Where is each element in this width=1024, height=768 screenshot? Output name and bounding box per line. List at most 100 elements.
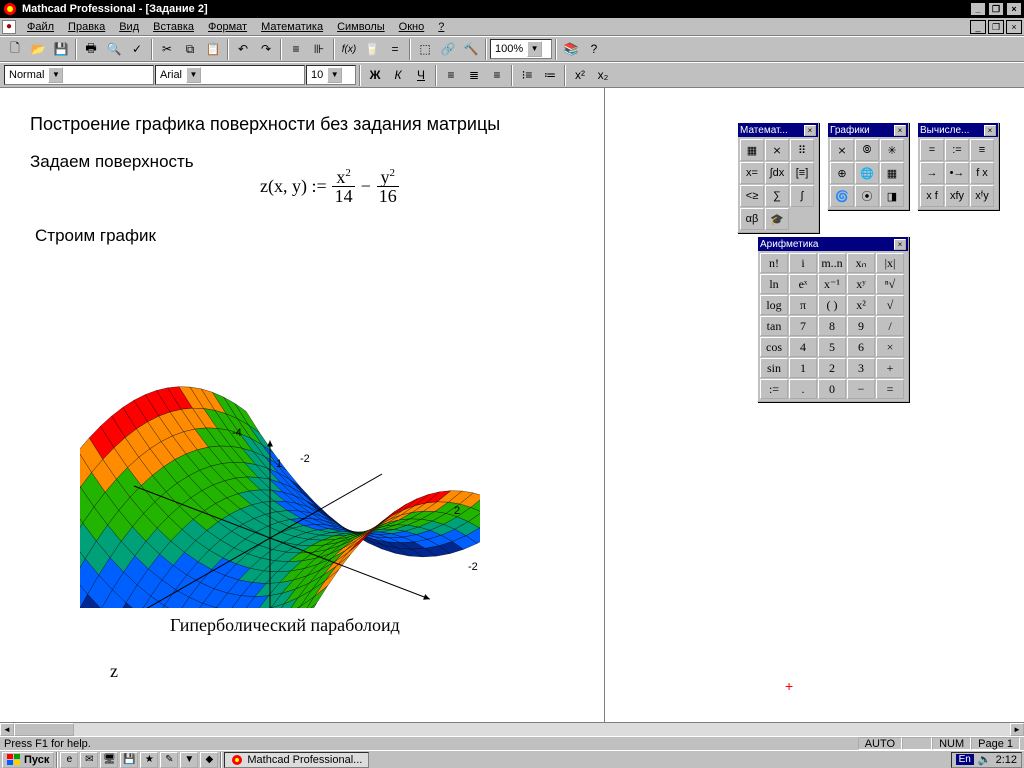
palette-button[interactable]: 3 xyxy=(847,358,875,378)
chevron-down-icon[interactable]: ▼ xyxy=(327,67,342,83)
open-icon[interactable]: 📂 xyxy=(27,39,49,60)
palette-button[interactable]: 9 xyxy=(847,316,875,336)
menu-view[interactable]: Вид xyxy=(112,20,146,34)
palette-button[interactable]: := xyxy=(945,139,969,161)
align-right-icon[interactable]: ≡ xyxy=(486,65,508,86)
palette-button[interactable]: 2 xyxy=(818,358,846,378)
palette-button[interactable]: i xyxy=(789,253,817,273)
start-button[interactable]: Пуск xyxy=(2,752,54,768)
bullets-icon[interactable]: ⁝≡ xyxy=(516,65,538,86)
palette-button[interactable]: log xyxy=(760,295,788,315)
zoom-combo[interactable]: 100% ▼ xyxy=(490,39,552,59)
palette-button[interactable]: sin xyxy=(760,358,788,378)
palette-button[interactable]: xʸ xyxy=(847,274,875,294)
palette-button[interactable]: / xyxy=(876,316,904,336)
fx-icon[interactable]: f(x) xyxy=(338,39,360,60)
close-icon[interactable]: × xyxy=(894,125,906,136)
palette-button[interactable]: 8 xyxy=(818,316,846,336)
palette-button[interactable]: m..n xyxy=(818,253,846,273)
palette-button[interactable]: ( ) xyxy=(818,295,846,315)
quick-app3-icon[interactable]: ▼ xyxy=(180,752,198,768)
help-icon[interactable]: ? xyxy=(583,39,605,60)
palette-button[interactable]: ⁿ√ xyxy=(876,274,904,294)
palette-button[interactable]: ▦ xyxy=(880,162,904,184)
align-left-icon[interactable]: ≡ xyxy=(440,65,462,86)
palette-button[interactable]: xᶠy xyxy=(970,185,994,207)
palette-button[interactable]: xₙ xyxy=(847,253,875,273)
eval-palette[interactable]: Вычисле...× =:=≡→•→f xx fxfyxᶠy xyxy=(917,122,999,210)
underline-button[interactable]: Ч xyxy=(410,65,432,86)
palette-button[interactable]: ◨ xyxy=(880,185,904,207)
palette-button[interactable]: 4 xyxy=(789,337,817,357)
palette-button[interactable]: |x| xyxy=(876,253,904,273)
palette-button[interactable]: xfy xyxy=(945,185,969,207)
quick-save-icon[interactable]: 💾 xyxy=(120,752,138,768)
preview-icon[interactable]: 🔍 xyxy=(103,39,125,60)
chevron-down-icon[interactable]: ▼ xyxy=(48,67,63,83)
palette-button[interactable]: •→ xyxy=(945,162,969,184)
close-button[interactable]: × xyxy=(1006,2,1022,16)
chevron-down-icon[interactable]: ▼ xyxy=(527,41,542,57)
font-combo[interactable]: Arial ▼ xyxy=(155,65,305,85)
arithmetic-palette[interactable]: Арифметика× n!im..nxₙ|x|lneˣx⁻¹xʸⁿ√logπ(… xyxy=(757,236,909,402)
mdi-icon[interactable]: ● xyxy=(2,20,16,34)
palette-button[interactable]: x f xyxy=(920,185,944,207)
save-icon[interactable]: 💾 xyxy=(50,39,72,60)
align-icon[interactable]: ≡ xyxy=(285,39,307,60)
style-combo[interactable]: Normal ▼ xyxy=(4,65,154,85)
palette-button[interactable]: ⊕ xyxy=(830,162,854,184)
palette-button[interactable]: ≡ xyxy=(970,139,994,161)
palette-button[interactable]: π xyxy=(789,295,817,315)
surface-plot[interactable]: -4-224-4-224-11 xyxy=(80,278,480,608)
math-palette[interactable]: Математ...× ▦⨯⠿x=∫dx[≡]<≥∑∫αβ🎓 xyxy=(737,122,819,233)
paste-icon[interactable]: 📋 xyxy=(202,39,224,60)
menu-insert[interactable]: Вставка xyxy=(146,20,201,34)
palette-button[interactable]: x= xyxy=(740,162,764,184)
palette-button[interactable]: ⨯ xyxy=(765,139,789,161)
palette-button[interactable]: tan xyxy=(760,316,788,336)
hyperlink-icon[interactable]: 🔨 xyxy=(460,39,482,60)
maximize-button[interactable]: ❐ xyxy=(988,2,1004,16)
taskbar-app[interactable]: Mathcad Professional... xyxy=(224,752,369,768)
align-center-icon[interactable]: ≣ xyxy=(463,65,485,86)
palette-button[interactable]: f x xyxy=(970,162,994,184)
scroll-track[interactable] xyxy=(14,723,1010,736)
palette-button[interactable]: x² xyxy=(847,295,875,315)
chevron-down-icon[interactable]: ▼ xyxy=(186,67,201,83)
close-icon[interactable]: × xyxy=(984,125,996,136)
quick-app2-icon[interactable]: ✎ xyxy=(160,752,178,768)
palette-button[interactable]: . xyxy=(789,379,817,399)
align2-icon[interactable]: ⊪ xyxy=(308,39,330,60)
component-icon[interactable]: ⬚ xyxy=(414,39,436,60)
numbering-icon[interactable]: ≔ xyxy=(539,65,561,86)
palette-button[interactable]: 🌀 xyxy=(830,185,854,207)
palette-button[interactable]: → xyxy=(920,162,944,184)
menu-help[interactable]: ? xyxy=(431,20,451,34)
palette-button[interactable]: αβ xyxy=(740,208,764,230)
palette-button[interactable]: [≡] xyxy=(790,162,814,184)
volume-icon[interactable]: 🔊 xyxy=(978,753,992,766)
menu-file[interactable]: Файл xyxy=(20,20,61,34)
palette-button[interactable]: ▦ xyxy=(740,139,764,161)
scroll-right-icon[interactable]: ► xyxy=(1010,723,1024,736)
quick-outlook-icon[interactable]: ✉ xyxy=(80,752,98,768)
lang-indicator[interactable]: En xyxy=(956,754,974,765)
menu-symbols[interactable]: Символы xyxy=(330,20,392,34)
sup-icon[interactable]: x² xyxy=(569,65,591,86)
palette-button[interactable]: 5 xyxy=(818,337,846,357)
palette-button[interactable]: <≥ xyxy=(740,185,764,207)
unit-icon[interactable]: 🥛 xyxy=(361,39,383,60)
reference-icon[interactable]: 🔗 xyxy=(437,39,459,60)
palette-button[interactable]: = xyxy=(920,139,944,161)
palette-button[interactable]: 7 xyxy=(789,316,817,336)
palette-button[interactable]: ✳ xyxy=(880,139,904,161)
quick-app1-icon[interactable]: ★ xyxy=(140,752,158,768)
palette-button[interactable]: × xyxy=(876,337,904,357)
quick-ie-icon[interactable]: e xyxy=(60,752,78,768)
scroll-left-icon[interactable]: ◄ xyxy=(0,723,14,736)
quick-app4-icon[interactable]: ◆ xyxy=(200,752,218,768)
palette-button[interactable]: − xyxy=(847,379,875,399)
formula[interactable]: z(x, y) := x2 14 − y2 16 xyxy=(260,168,401,205)
print-icon[interactable]: 🖶 xyxy=(80,39,102,60)
palette-button[interactable]: x⁻¹ xyxy=(818,274,846,294)
